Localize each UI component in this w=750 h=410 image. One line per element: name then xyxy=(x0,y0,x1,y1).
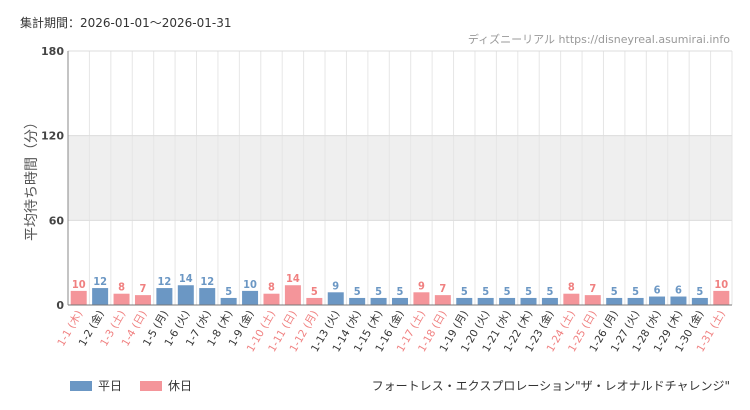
legend-swatch-weekday xyxy=(70,380,92,391)
shaded-band xyxy=(68,135,732,221)
bar xyxy=(477,297,494,305)
legend-label-weekday: 平日 xyxy=(98,379,123,393)
bar xyxy=(92,288,109,305)
bar xyxy=(242,290,259,305)
bar-value-label: 12 xyxy=(157,275,171,288)
bar-value-label: 10 xyxy=(72,278,86,291)
bar xyxy=(691,297,708,305)
bar xyxy=(199,288,216,305)
bar xyxy=(370,297,387,305)
legend: 平日 休日 xyxy=(70,377,210,394)
bar-value-label: 6 xyxy=(675,284,682,297)
bar-value-label: 5 xyxy=(354,285,361,298)
bar-value-label: 5 xyxy=(504,285,511,298)
y-tick-label: 0 xyxy=(56,299,64,312)
bar xyxy=(499,297,516,305)
bar xyxy=(306,297,323,305)
bar xyxy=(177,285,194,305)
y-tick-label: 120 xyxy=(41,130,64,143)
bar-value-label: 8 xyxy=(568,281,575,294)
bar xyxy=(627,297,644,305)
bar xyxy=(156,288,173,305)
bar-value-label: 5 xyxy=(461,285,468,298)
bar-value-label: 7 xyxy=(589,282,596,295)
bar-value-label: 5 xyxy=(311,285,318,298)
bar-value-label: 5 xyxy=(525,285,532,298)
bar xyxy=(541,297,558,305)
bar xyxy=(327,292,344,305)
bar-value-label: 12 xyxy=(200,275,214,288)
period-label: 集計期間：2026-01-01～2026-01-31 xyxy=(20,16,232,30)
legend-item-holiday: 休日 xyxy=(140,377,192,394)
bar-value-label: 5 xyxy=(482,285,489,298)
bar xyxy=(670,296,687,305)
bar-value-label: 5 xyxy=(375,285,382,298)
legend-label-holiday: 休日 xyxy=(168,379,193,393)
bar xyxy=(434,295,451,305)
bar-value-label: 5 xyxy=(397,285,404,298)
bar xyxy=(563,293,580,305)
legend-swatch-holiday xyxy=(140,380,163,391)
bar-value-label: 14 xyxy=(179,272,193,285)
bar xyxy=(713,290,730,305)
bar-value-label: 14 xyxy=(286,272,300,285)
bar-value-label: 7 xyxy=(140,282,147,295)
bar xyxy=(413,292,430,305)
bar-value-label: 6 xyxy=(654,284,661,297)
bar-value-label: 10 xyxy=(714,278,728,291)
bar-value-label: 9 xyxy=(332,279,339,292)
bar xyxy=(649,296,666,305)
bar-value-label: 5 xyxy=(632,285,639,298)
bar xyxy=(584,295,601,305)
y-tick-label: 60 xyxy=(49,214,65,227)
bar xyxy=(70,290,87,305)
bar-value-label: 10 xyxy=(243,278,257,291)
bar-value-label: 12 xyxy=(93,275,107,288)
bar xyxy=(392,297,408,305)
bar xyxy=(113,293,130,305)
bar xyxy=(284,285,301,305)
bar-value-label: 9 xyxy=(418,279,425,292)
bar xyxy=(263,293,280,305)
bar xyxy=(349,297,366,305)
source-credit: ディズニーリアル https://disneyreal.asumirai.inf… xyxy=(467,33,730,46)
bar xyxy=(220,297,237,305)
attraction-name: フォートレス・エクスプロレーション"ザ・レオナルドチャレンジ" xyxy=(371,379,730,393)
bar xyxy=(606,297,623,305)
bar-value-label: 7 xyxy=(439,282,446,295)
legend-item-weekday: 平日 xyxy=(70,377,122,394)
bar-value-label: 8 xyxy=(268,281,275,294)
bar-value-label: 5 xyxy=(546,285,553,298)
bar-value-label: 5 xyxy=(225,285,232,298)
bar-value-label: 5 xyxy=(611,285,618,298)
bar xyxy=(134,295,151,305)
y-tick-label: 180 xyxy=(41,45,64,58)
bar-value-label: 5 xyxy=(696,285,703,298)
bar xyxy=(456,297,473,305)
bar xyxy=(520,297,537,305)
y-axis-title: 平均待ち時間（分） xyxy=(24,115,40,241)
bar-value-label: 8 xyxy=(118,281,125,294)
